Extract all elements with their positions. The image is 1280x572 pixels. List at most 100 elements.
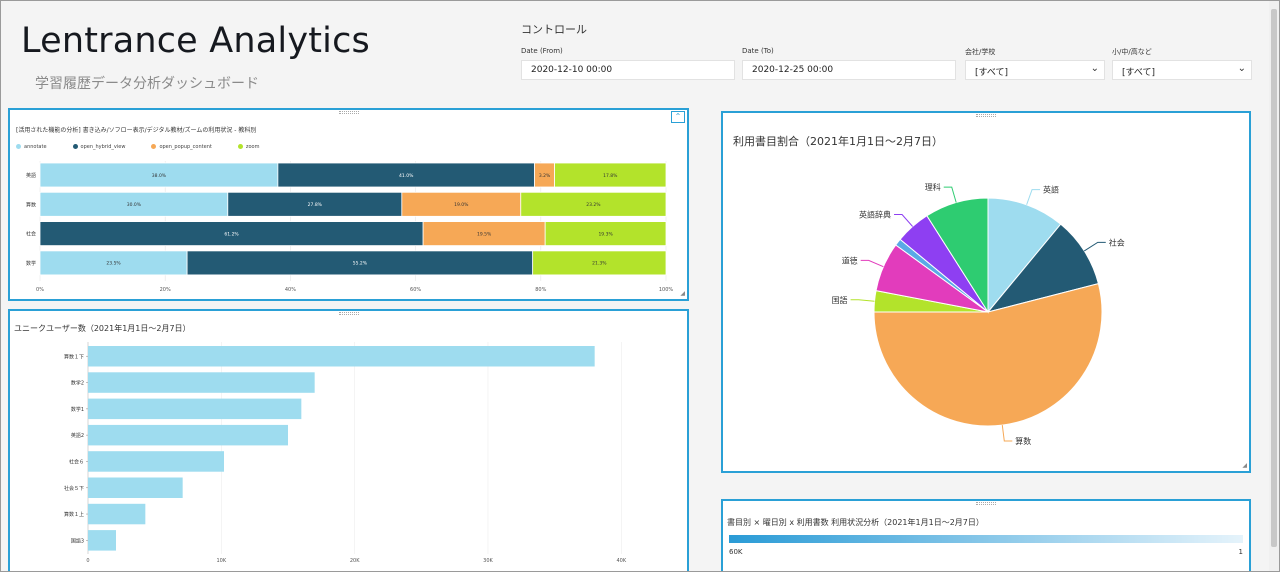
x-tick-label: 20% [160, 287, 171, 293]
slice-label: 理科 [925, 182, 941, 192]
date-to-value: 2020-12-25 00:00 [752, 65, 834, 75]
slice-label: 社会 [1109, 237, 1125, 247]
page-title: Lentrance Analytics [21, 21, 370, 61]
bar-segment [532, 250, 667, 276]
data-label: 30.0% [127, 202, 142, 208]
drag-handle[interactable] [338, 111, 359, 114]
company-value: [すべて] [975, 68, 1009, 78]
slice-label: 道徳 [842, 255, 858, 265]
data-label: 38.0% [152, 173, 167, 179]
data-label: 19.5% [477, 231, 492, 237]
stacked-bar-panel[interactable]: ⌃ [活用された機能の分析] 書き込み/ソフロー表示/デジタル教材/ズームの利用… [8, 108, 689, 301]
slice-label: 算数 [1015, 436, 1031, 446]
legend-label: open_hybrid_view [80, 144, 126, 150]
data-label: 17.8% [603, 173, 618, 179]
color-scale-max-label: 1 [1238, 548, 1243, 556]
legend-item[interactable]: open_popup_content [151, 144, 212, 150]
stacked-bar-chart: 0% 20% 40% 60% 80% 100% 英語 38.0% 41.0% 3.2% 17.8% 算… [26, 161, 674, 293]
bar-segment [227, 191, 403, 217]
data-label: 23.2% [586, 202, 601, 208]
bar-segment [422, 221, 546, 246]
color-scale-min-label: 60K [729, 548, 743, 556]
x-tick-label: 0 [86, 558, 89, 564]
leader-line [1026, 189, 1041, 205]
bar [88, 424, 288, 446]
bar [88, 477, 183, 498]
data-label: 41.0% [399, 173, 414, 179]
bar-segment [554, 162, 667, 188]
chevron-down-icon: ⌄ [1090, 63, 1099, 74]
bar [88, 372, 315, 393]
legend-swatch [72, 144, 78, 149]
data-label: 21.3% [592, 261, 607, 267]
resize-handle[interactable]: ◢ [1242, 462, 1247, 469]
legend-label: open_popup_content [159, 144, 212, 150]
y-tick-label: 社会６ [69, 458, 84, 465]
legend-label: zoom [245, 144, 260, 150]
y-tick-label: 国語3 [71, 537, 84, 544]
bar-segment [39, 191, 229, 217]
y-tick-label: 算数１上 [64, 511, 84, 518]
leader-line [1001, 425, 1013, 442]
unique-users-title: ユニークユーザー数（2021年1月1日～2月7日） [14, 324, 191, 333]
date-from-value: 2020-12-10 00:00 [531, 65, 613, 75]
drag-handle[interactable] [976, 502, 996, 505]
level-control: 小/中/高など [すべて] ⌄ [1112, 47, 1252, 80]
chevron-down-icon: ⌄ [1237, 63, 1246, 74]
leader-line [860, 259, 884, 268]
unique-users-panel[interactable]: ユニークユーザー数（2021年1月1日～2月7日） 0 10K 20K 30K 40K 算… [8, 309, 689, 571]
date-to-control: Date (To) 2020-12-25 00:00 [742, 47, 956, 80]
pie-slice [986, 223, 1100, 313]
x-tick-label: 60% [410, 287, 421, 293]
data-label: 55.2% [353, 261, 368, 267]
color-scale-bar [729, 535, 1243, 543]
pie-slice [926, 197, 989, 314]
controls-heading: コントロール [521, 23, 587, 36]
company-label: 会社/学校 [965, 48, 996, 56]
resize-handle[interactable]: ◢ [680, 290, 685, 297]
y-tick-label: 算数１下 [64, 353, 84, 360]
x-tick-label: 100% [659, 287, 674, 293]
leader-line [943, 186, 957, 203]
level-select[interactable]: [すべて] ⌄ [1112, 60, 1252, 80]
stacked-bar-legend: annotate open_hybrid_view open_popup_conte… [16, 144, 259, 150]
legend-label: annotate [24, 144, 47, 150]
page-subtitle: 学習履歴データ分析ダッシュボード [35, 76, 259, 92]
x-tick-label: 0% [36, 287, 44, 293]
y-tick-label: 英語 [26, 172, 36, 179]
bar-segment [186, 250, 534, 276]
date-to-input[interactable]: 2020-12-25 00:00 [742, 60, 956, 80]
heatmap-panel[interactable]: 書目別 × 曜日別 x 利用書数 利用状況分析（2021年1月1日～2月7日） … [721, 499, 1251, 571]
date-from-input[interactable]: 2020-12-10 00:00 [521, 60, 735, 80]
legend-item[interactable]: open_hybrid_view [72, 144, 126, 150]
data-label: 61.2% [224, 231, 239, 237]
legend-item[interactable]: annotate [16, 144, 47, 150]
leader-line [850, 299, 875, 302]
data-label: 23.5% [106, 261, 121, 267]
y-tick-label: 英語2 [71, 432, 84, 439]
page-scrollbar[interactable] [1269, 1, 1279, 571]
company-select[interactable]: [すべて] ⌄ [965, 60, 1105, 80]
x-tick-label: 40% [285, 287, 296, 293]
company-control: 会社/学校 [すべて] ⌄ [965, 47, 1105, 80]
x-tick-label: 40K [617, 558, 627, 564]
pie-slice [987, 197, 1062, 314]
bar [88, 530, 116, 551]
drag-handle[interactable] [338, 312, 359, 315]
drag-handle[interactable] [976, 114, 996, 117]
level-value: [すべて] [1122, 68, 1156, 78]
collapse-button[interactable]: ⌃ [671, 111, 685, 123]
x-tick-label: 20K [350, 558, 360, 564]
date-to-label: Date (To) [742, 47, 774, 55]
pie-panel[interactable]: 利用書目割合（2021年1月1日～2月7日） 英語 社会 算数 国語 道徳 英語辞典 理科 … [721, 111, 1251, 473]
bar-segment [277, 162, 535, 188]
legend-item[interactable]: zoom [237, 144, 260, 150]
slice-label: 英語 [1043, 185, 1059, 195]
scrollbar-thumb[interactable] [1271, 9, 1277, 547]
legend-swatch [16, 144, 21, 149]
data-label: 19.0% [454, 202, 469, 208]
data-label: 19.3% [598, 231, 613, 237]
